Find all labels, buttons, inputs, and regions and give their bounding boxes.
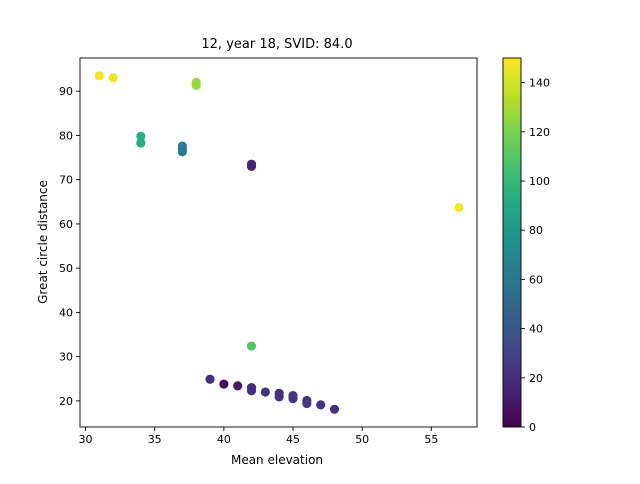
- data-point-0: [94, 71, 104, 81]
- y-tick-label: 70: [59, 174, 73, 187]
- colorbar: [502, 57, 522, 428]
- data-point-3: [191, 80, 201, 91]
- x-tick-label: 55: [424, 433, 438, 446]
- y-tick-label: 50: [59, 262, 73, 275]
- data-point-15: [233, 381, 243, 391]
- points-layer: [94, 71, 464, 414]
- colorbar-tick-label: 0: [529, 421, 536, 434]
- y-axis: 20 30 40 50 60 70 80 90: [59, 85, 80, 408]
- x-axis: 30 35 40 45 50 55: [79, 427, 438, 446]
- data-point-8: [177, 147, 187, 157]
- data-point-24: [302, 398, 312, 409]
- colorbar-tick-label: 20: [529, 372, 543, 385]
- colorbar-tick-label: 60: [529, 273, 543, 286]
- x-tick-label: 35: [148, 433, 162, 446]
- colorbar-tick-label: 80: [529, 224, 543, 237]
- data-point-22: [288, 394, 298, 404]
- data-point-11: [454, 202, 464, 213]
- data-point-5: [136, 138, 146, 148]
- x-tick-label: 40: [217, 433, 231, 446]
- colorbar-tick-label: 40: [529, 323, 543, 336]
- colorbar-tick-label: 120: [529, 126, 550, 139]
- plot-frame: [79, 57, 478, 428]
- y-axis-label: Great circle distance: [36, 180, 50, 304]
- data-point-18: [260, 387, 270, 397]
- data-point-4: [136, 131, 146, 141]
- y-tick-label: 40: [59, 306, 73, 319]
- data-point-1: [108, 73, 118, 83]
- data-point-13: [205, 374, 215, 384]
- data-point-20: [274, 392, 284, 402]
- data-point-17: [246, 386, 257, 396]
- y-tick-label: 30: [59, 351, 73, 364]
- colorbar-axis: 0 20 40 60 80 100 120 140: [521, 77, 550, 434]
- x-axis-label: Mean elevation: [231, 453, 323, 467]
- data-point-26: [329, 404, 340, 414]
- y-tick-label: 80: [59, 129, 73, 142]
- chart-title: 12, year 18, SVID: 84.0: [201, 37, 352, 52]
- y-tick-label: 20: [59, 395, 73, 408]
- data-point-14: [219, 379, 229, 389]
- data-point-25: [316, 400, 326, 410]
- colorbar-tick-label: 100: [529, 175, 550, 188]
- y-tick-label: 60: [59, 218, 73, 231]
- data-point-12: [246, 341, 257, 351]
- colorbar-tick-label: 140: [529, 77, 550, 90]
- x-tick-label: 30: [79, 433, 93, 446]
- data-point-10: [246, 161, 257, 171]
- x-tick-label: 45: [286, 433, 300, 446]
- y-tick-label: 90: [59, 85, 73, 98]
- x-tick-label: 50: [355, 433, 369, 446]
